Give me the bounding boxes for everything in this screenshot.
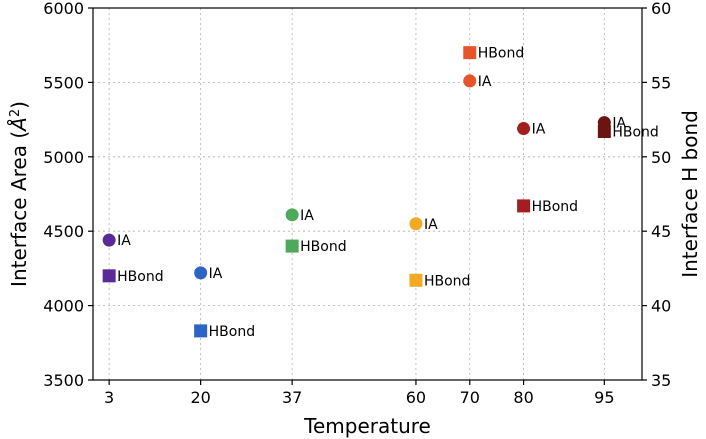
- y-tick-label: 4000: [43, 297, 84, 316]
- y-axis-title-text: Interface Area (: [7, 131, 31, 287]
- hbond-point: [194, 324, 208, 338]
- hbond-point: [463, 46, 477, 60]
- x-tick-label: 60: [406, 388, 426, 407]
- axes: 3 20 37 60 70 80 95 3500 4000 4500 5000 5500 6000 35 4…: [43, 0, 671, 407]
- x-tick-label: 95: [594, 388, 614, 407]
- y2-tick-label: 50: [651, 148, 671, 167]
- y2-tick-label: 55: [651, 73, 671, 92]
- ia-point-label: IA: [532, 122, 546, 138]
- y2-tick-label: 35: [651, 371, 671, 390]
- ia-point-label: IA: [424, 217, 438, 233]
- hbond-point: [409, 273, 423, 287]
- x-axis-title: Temperature: [303, 414, 431, 438]
- hbond-point: [597, 125, 611, 139]
- hbond-point-label: HBond: [478, 46, 524, 62]
- y2-tick-label: 45: [651, 222, 671, 241]
- x-tick-label: 3: [104, 388, 114, 407]
- y-tick-label: 5500: [43, 73, 84, 92]
- hbond-point-label: HBond: [612, 125, 658, 141]
- hbond-point: [517, 199, 531, 213]
- x-tick-label: 80: [513, 388, 533, 407]
- hbond-point-label: HBond: [532, 199, 578, 215]
- ia-point-label: IA: [612, 116, 626, 132]
- y-tick-label: 6000: [43, 0, 84, 18]
- ia-point-label: IA: [209, 266, 223, 282]
- ia-point: [194, 266, 208, 280]
- y-axis-title-close: ): [7, 101, 31, 109]
- ia-point: [463, 74, 477, 88]
- y-axis-title-symbol: Å: [7, 117, 31, 133]
- ia-point: [409, 217, 423, 231]
- grid-lines: [93, 7, 642, 381]
- y-axis-title-superscript: 2: [8, 109, 23, 117]
- ia-point-label: IA: [117, 233, 131, 249]
- ia-point: [285, 208, 299, 222]
- x-tick-label: 70: [460, 388, 480, 407]
- hbond-point-label: HBond: [209, 324, 255, 340]
- plot-frame: [92, 7, 643, 381]
- y-tick-label: 4500: [43, 222, 84, 241]
- ia-point: [517, 122, 531, 136]
- ia-point: [102, 233, 116, 247]
- x-tick-label: 37: [282, 388, 302, 407]
- y2-tick-label: 60: [651, 0, 671, 18]
- hbond-point: [102, 269, 116, 283]
- y-axis-title: Interface Area (Å2): [7, 101, 31, 287]
- y2-tick-label: 40: [651, 297, 671, 316]
- hbond-point-label: HBond: [117, 269, 163, 285]
- ia-point-label: IA: [300, 208, 314, 224]
- y2-axis-title: Interface H bond: [678, 110, 702, 278]
- ia-point-label: IA: [478, 74, 492, 90]
- hbond-point: [285, 239, 299, 253]
- x-tick-label: 20: [190, 388, 210, 407]
- y-tick-label: 3500: [43, 371, 84, 390]
- hbond-point-label: HBond: [300, 239, 346, 255]
- hbond-point-label: HBond: [424, 273, 470, 289]
- y-tick-label: 5000: [43, 148, 84, 167]
